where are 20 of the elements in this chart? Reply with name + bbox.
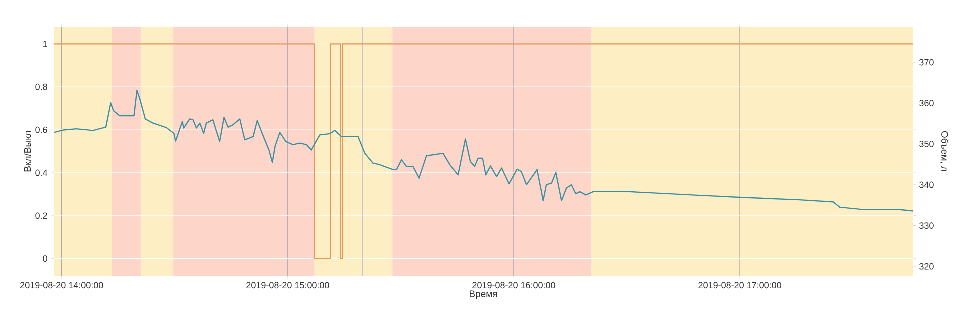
y-tick-label: 0 bbox=[43, 256, 48, 262]
x-tick-label: 2019-08-20 15:00:00 bbox=[246, 282, 330, 289]
y2-tick-label: 370 bbox=[920, 59, 934, 66]
y-tick-label: 0.6 bbox=[36, 126, 48, 134]
y-tick-label: 0.8 bbox=[36, 84, 48, 90]
y2-axis-title: Объем, л bbox=[940, 131, 949, 172]
x-axis-title: Время bbox=[470, 290, 498, 300]
y-tick-label: 1 bbox=[43, 41, 48, 48]
x-tick-label: 2019-08-20 17:00:00 bbox=[698, 282, 782, 289]
y2-tick-label: 330 bbox=[920, 222, 934, 229]
y2-tick-label: 340 bbox=[920, 182, 934, 188]
y-tick-label: 0.2 bbox=[36, 212, 48, 220]
y-tick-label: 0.4 bbox=[36, 170, 48, 176]
x-tick-label: 2019-08-20 16:00:00 bbox=[472, 282, 556, 289]
y2-tick-label: 320 bbox=[920, 263, 934, 270]
x-tick-label: 2019-08-20 14:00:00 bbox=[20, 282, 104, 289]
y2-tick-label: 360 bbox=[920, 100, 934, 107]
y2-tick-label: 350 bbox=[920, 140, 934, 148]
line-series bbox=[54, 90, 914, 212]
y-axis-title: Вкл/Выкл bbox=[24, 131, 32, 172]
